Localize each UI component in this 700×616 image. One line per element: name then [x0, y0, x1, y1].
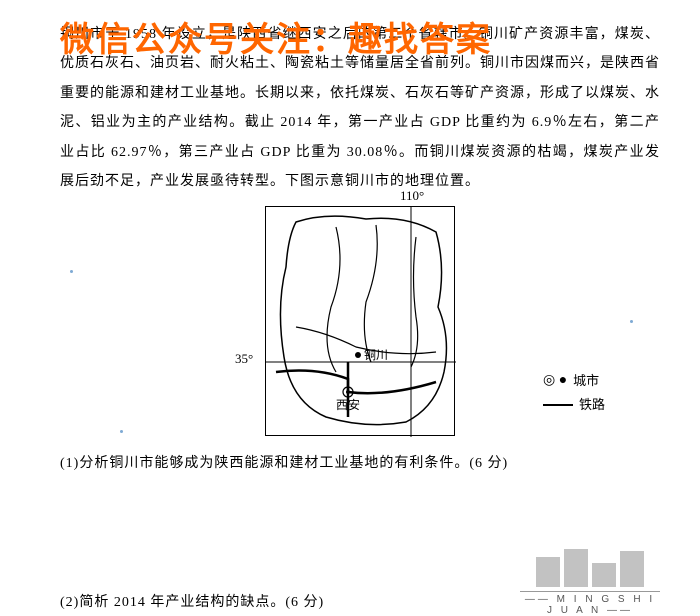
map-figure: 110° 35° [60, 206, 660, 436]
legend-city-label: 城市 [573, 369, 599, 392]
page-content: 铜川市于 1958 年设立，是陕西省继西安之后的第二个省辖市。铜川矿产资源丰富，… [0, 0, 700, 616]
publisher-logo: —— M I N G S H I J U A N —— [520, 547, 660, 616]
legend-rail-icon [543, 404, 573, 406]
scan-speck [70, 270, 73, 273]
latitude-label: 35° [235, 351, 253, 367]
logo-bars [520, 547, 660, 587]
scan-speck [120, 430, 123, 433]
longitude-label: 110° [400, 188, 424, 204]
scan-speck [630, 320, 633, 323]
question-1: (1)分析铜川市能够成为陕西能源和建材工业基地的有利条件。(6 分) [60, 451, 660, 476]
legend-rail-label: 铁路 [579, 393, 605, 416]
map-frame: 铜川 西安 [265, 206, 455, 436]
map-box: 110° 35° [265, 206, 455, 436]
legend-city-row: ◎ ● 城市 [543, 368, 605, 393]
legend-city-icon: ◎ ● [543, 368, 567, 393]
city-label-tongchuan: 铜川 [364, 347, 388, 362]
city-label-xian: 西安 [336, 397, 360, 412]
legend-rail-row: 铁路 [543, 393, 605, 416]
logo-text: —— M I N G S H I J U A N —— [520, 591, 660, 616]
question-2: (2)简析 2014 年产业结构的缺点。(6 分) [60, 590, 324, 615]
passage-text: 铜川市于 1958 年设立，是陕西省继西安之后的第二个省辖市。铜川矿产资源丰富，… [60, 20, 660, 196]
map-legend: ◎ ● 城市 铁路 [543, 368, 605, 417]
map-svg: 铜川 西安 [266, 207, 456, 437]
